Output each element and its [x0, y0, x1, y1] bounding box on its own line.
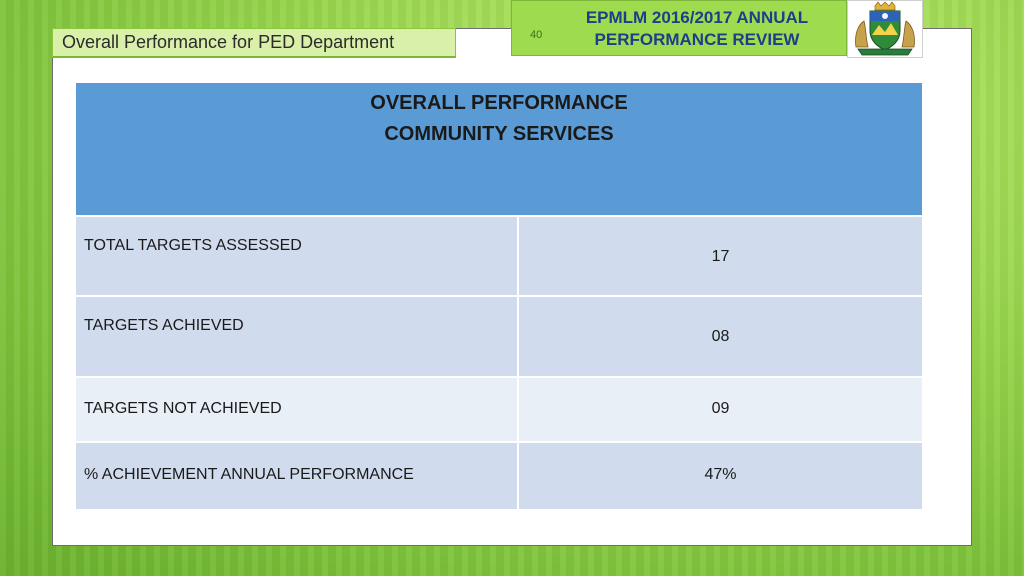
row-label: TARGETS ACHIEVED: [76, 297, 519, 376]
section-title-tab: Overall Performance for PED Department: [52, 28, 456, 58]
row-value: 17: [711, 248, 730, 265]
row-label: % ACHIEVEMENT ANNUAL PERFORMANCE: [76, 443, 519, 509]
performance-table: OVERALL PERFORMANCE COMMUNITY SERVICES T…: [76, 83, 922, 509]
crest-box: [847, 0, 923, 58]
row-value: 09: [711, 400, 730, 417]
header-box: 40 EPMLM 2016/2017 ANNUAL PERFORMANCE RE…: [511, 0, 847, 56]
table-row: TARGETS ACHIEVED 08: [76, 295, 922, 376]
table-heading-line1: OVERALL PERFORMANCE: [370, 92, 628, 114]
row-value: 47%: [704, 466, 737, 483]
slide-number: 40: [530, 29, 543, 41]
header-title: EPMLM 2016/2017 ANNUAL PERFORMANCE REVIE…: [552, 7, 842, 51]
section-title: Overall Performance for PED Department: [62, 32, 395, 52]
table-header: OVERALL PERFORMANCE COMMUNITY SERVICES: [76, 83, 922, 215]
table-row: TOTAL TARGETS ASSESSED 17: [76, 215, 922, 295]
municipal-crest-icon: [855, 1, 915, 56]
row-label: TOTAL TARGETS ASSESSED: [76, 217, 519, 295]
row-label: TARGETS NOT ACHIEVED: [76, 378, 519, 441]
table-row: TARGETS NOT ACHIEVED 09: [76, 376, 922, 441]
header-title-line1: EPMLM 2016/2017 ANNUAL: [585, 8, 809, 27]
header-title-line2: PERFORMANCE REVIEW: [594, 30, 800, 49]
row-value: 08: [711, 328, 730, 345]
table-heading-line2: COMMUNITY SERVICES: [384, 123, 614, 145]
table-row: % ACHIEVEMENT ANNUAL PERFORMANCE 47%: [76, 441, 922, 509]
